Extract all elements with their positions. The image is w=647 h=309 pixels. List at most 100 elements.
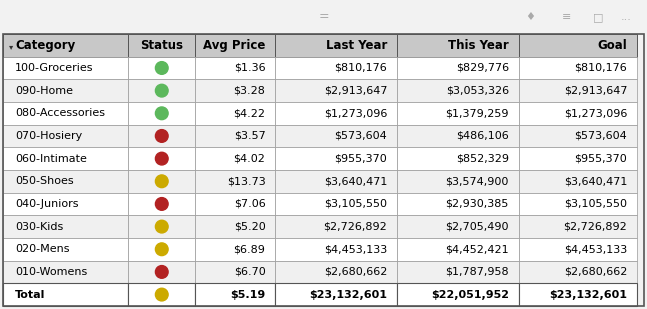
Bar — [276, 57, 397, 79]
Text: $829,776: $829,776 — [455, 63, 509, 73]
Circle shape — [155, 107, 168, 120]
Text: $573,604: $573,604 — [575, 131, 628, 141]
Bar — [3, 34, 128, 57]
Bar — [195, 34, 276, 57]
Bar — [195, 260, 276, 283]
Circle shape — [155, 61, 168, 74]
Bar — [519, 57, 637, 79]
Text: $4,453,133: $4,453,133 — [324, 244, 387, 254]
Bar — [3, 125, 128, 147]
Bar — [195, 102, 276, 125]
Bar — [128, 170, 195, 193]
Circle shape — [155, 152, 168, 165]
Bar — [3, 102, 128, 125]
Text: ≡: ≡ — [562, 12, 571, 22]
Bar — [195, 147, 276, 170]
Bar — [3, 260, 128, 283]
Bar — [276, 215, 397, 238]
Bar — [519, 34, 637, 57]
Text: $4.22: $4.22 — [234, 108, 265, 118]
Bar — [397, 215, 519, 238]
Text: $3.57: $3.57 — [234, 131, 265, 141]
Text: 040-Juniors: 040-Juniors — [16, 199, 79, 209]
Bar — [519, 260, 637, 283]
Text: $5.20: $5.20 — [234, 222, 265, 232]
Bar — [128, 34, 195, 57]
Bar — [397, 283, 519, 306]
Bar — [276, 170, 397, 193]
Circle shape — [155, 220, 168, 233]
Text: $23,132,601: $23,132,601 — [309, 290, 387, 300]
Circle shape — [155, 243, 168, 256]
Bar — [397, 238, 519, 260]
Bar — [3, 238, 128, 260]
Text: $2,680,662: $2,680,662 — [564, 267, 628, 277]
Text: $6.89: $6.89 — [234, 244, 265, 254]
Circle shape — [155, 265, 168, 278]
Text: $1,273,096: $1,273,096 — [564, 108, 628, 118]
Circle shape — [155, 288, 168, 301]
Text: $2,913,647: $2,913,647 — [324, 86, 387, 96]
Text: $4,453,133: $4,453,133 — [564, 244, 628, 254]
Bar — [397, 79, 519, 102]
Bar — [3, 283, 128, 306]
Text: $573,604: $573,604 — [334, 131, 387, 141]
Bar — [3, 79, 128, 102]
Bar — [128, 238, 195, 260]
Text: =: = — [318, 11, 329, 23]
Text: $7.06: $7.06 — [234, 199, 265, 209]
Bar — [276, 102, 397, 125]
Bar — [3, 215, 128, 238]
Text: $852,329: $852,329 — [456, 154, 509, 164]
Text: $3,574,900: $3,574,900 — [446, 176, 509, 186]
Text: Goal: Goal — [598, 39, 628, 52]
Text: $3,105,550: $3,105,550 — [324, 199, 387, 209]
Bar — [128, 283, 195, 306]
Bar — [519, 79, 637, 102]
Bar — [519, 215, 637, 238]
Bar — [128, 260, 195, 283]
Text: 090-Home: 090-Home — [16, 86, 73, 96]
Text: $13.73: $13.73 — [226, 176, 265, 186]
Bar — [128, 57, 195, 79]
Text: $1,379,259: $1,379,259 — [445, 108, 509, 118]
Bar — [195, 193, 276, 215]
Text: $3,640,471: $3,640,471 — [324, 176, 387, 186]
Text: $2,705,490: $2,705,490 — [445, 222, 509, 232]
Text: Category: Category — [16, 39, 76, 52]
Text: $955,370: $955,370 — [334, 154, 387, 164]
Text: $3,640,471: $3,640,471 — [564, 176, 628, 186]
Bar — [276, 125, 397, 147]
Text: Avg Price: Avg Price — [203, 39, 265, 52]
Text: $2,726,892: $2,726,892 — [564, 222, 628, 232]
Text: 060-Intimate: 060-Intimate — [16, 154, 87, 164]
Text: Total: Total — [16, 290, 45, 300]
Text: $4.02: $4.02 — [234, 154, 265, 164]
Bar — [3, 57, 128, 79]
Bar — [276, 147, 397, 170]
Text: $1,273,096: $1,273,096 — [324, 108, 387, 118]
Bar — [3, 170, 128, 193]
Bar — [3, 34, 644, 306]
Bar — [519, 102, 637, 125]
Text: $955,370: $955,370 — [575, 154, 628, 164]
Text: $5.19: $5.19 — [230, 290, 265, 300]
Bar — [128, 147, 195, 170]
Text: 050-Shoes: 050-Shoes — [16, 176, 74, 186]
Text: Last Year: Last Year — [326, 39, 387, 52]
Text: $22,051,952: $22,051,952 — [431, 290, 509, 300]
Bar — [397, 193, 519, 215]
Bar — [128, 193, 195, 215]
Circle shape — [155, 197, 168, 210]
Text: Status: Status — [140, 39, 183, 52]
Text: $3,105,550: $3,105,550 — [564, 199, 628, 209]
Circle shape — [155, 129, 168, 142]
Text: $3.28: $3.28 — [234, 86, 265, 96]
Bar — [276, 193, 397, 215]
Text: 080-Accessories: 080-Accessories — [16, 108, 105, 118]
Circle shape — [155, 84, 168, 97]
Bar — [195, 79, 276, 102]
Text: $486,106: $486,106 — [456, 131, 509, 141]
Bar — [397, 57, 519, 79]
Bar — [195, 283, 276, 306]
